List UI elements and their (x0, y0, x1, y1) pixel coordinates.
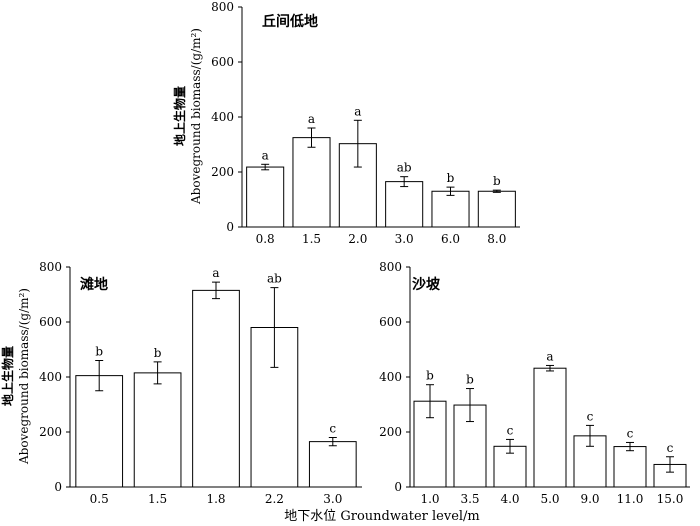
bar (431, 190, 470, 228)
bar (477, 190, 516, 228)
panel-1-ylabel-en: Aboveground biomass/(g/m²) (189, 28, 203, 205)
y-tick-label: 400 (211, 110, 234, 124)
bar (308, 441, 357, 488)
x-tick-label: 15.0 (657, 492, 684, 506)
bar (292, 137, 331, 228)
significance-letter: c (507, 423, 514, 437)
significance-letter: a (308, 112, 315, 126)
bar (613, 446, 647, 488)
panel-2-ylabel: 地上生物量 Aboveground biomass/(g/m²) (0, 288, 31, 465)
y-tick-label: 800 (379, 260, 402, 274)
significance-letter: a (212, 266, 219, 280)
x-tick-label: 0.8 (256, 232, 275, 246)
significance-letter: b (447, 171, 455, 185)
significance-letter: ab (267, 272, 282, 286)
significance-letter: ab (397, 161, 412, 175)
x-tick-label: 6.0 (441, 232, 460, 246)
x-tick-label: 4.0 (500, 492, 519, 506)
y-tick-label: 0 (226, 220, 234, 234)
significance-letter: a (354, 104, 361, 118)
significance-letter: c (329, 422, 336, 436)
panel-1: 0 200 400 600 800 a 0.8 a 1.5 a 2.0 ab 3.0 b 6.0 b 8.0 (211, 0, 520, 246)
x-tick-label: 8.0 (487, 232, 506, 246)
x-tick-label: 3.0 (323, 492, 342, 506)
significance-letter: a (262, 148, 269, 162)
significance-letter: c (587, 409, 594, 423)
x-tick-label: 9.0 (580, 492, 599, 506)
bar (338, 143, 377, 228)
x-tick-label: 3.0 (395, 232, 414, 246)
x-tick-label: 1.0 (420, 492, 439, 506)
y-tick-label: 600 (379, 315, 402, 329)
x-tick-label: 11.0 (617, 492, 644, 506)
panel-1-ylabel-cn: 地上生物量 (172, 86, 187, 146)
x-tick-label: 5.0 (540, 492, 559, 506)
y-tick-label: 200 (39, 425, 62, 439)
significance-letter: b (426, 369, 434, 383)
panel-1-ylabel: 地上生物量 Aboveground biomass/(g/m²) (172, 28, 203, 205)
bar (75, 375, 124, 488)
panel-3-title: 沙坡 (412, 276, 441, 293)
bar (133, 372, 182, 488)
y-tick-label: 0 (54, 480, 62, 494)
y-tick-label: 800 (39, 260, 62, 274)
significance-letter: b (154, 346, 162, 360)
bar (192, 289, 240, 488)
bar (246, 166, 285, 228)
panels: 0200400600800a0.8a1.5a2.0ab3.0b6.0b8.002… (39, 0, 690, 506)
x-tick-label: 1.5 (148, 492, 167, 506)
panel-2-ylabel-en: Aboveground biomass/(g/m²) (17, 288, 31, 465)
bar (533, 367, 567, 488)
panel-1-title: 丘间低地 (262, 13, 318, 30)
x-tick-label: 3.5 (460, 492, 479, 506)
significance-letter: b (466, 373, 474, 387)
x-axis-label: 地下水位 Groundwater level/m (284, 509, 480, 524)
y-tick-label: 200 (211, 165, 234, 179)
x-tick-label: 0.5 (90, 492, 109, 506)
y-tick-label: 400 (39, 370, 62, 384)
y-tick-label: 0 (394, 480, 402, 494)
x-tick-label: 2.2 (265, 492, 284, 506)
significance-letter: b (493, 174, 501, 188)
x-tick-label: 1.8 (206, 492, 225, 506)
y-tick-label: 600 (39, 315, 62, 329)
x-tick-label: 1.5 (302, 232, 321, 246)
panel-2: 0 200 400 600 800 b 0.5 b 1.5 a 1.8 ab 2.2 c 3.0 (39, 260, 362, 506)
y-tick-label: 600 (211, 55, 234, 69)
y-tick-label: 200 (379, 425, 402, 439)
significance-letter: b (95, 345, 103, 359)
panel-3: 0 200 400 600 800 b 1.0 b 3.5 c 4.0 a 5.0 c 9.0 c 11.0 c 1… (379, 260, 690, 506)
significance-letter: c (627, 426, 634, 440)
panel-2-title: 滩地 (80, 276, 108, 293)
significance-letter: a (546, 349, 553, 363)
x-tick-label: 2.0 (348, 232, 367, 246)
significance-letter: c (667, 441, 674, 455)
y-tick-label: 400 (379, 370, 402, 384)
panel-2-ylabel-cn: 地上生物量 (0, 346, 15, 406)
bar (385, 181, 424, 228)
y-tick-label: 800 (211, 0, 234, 14)
